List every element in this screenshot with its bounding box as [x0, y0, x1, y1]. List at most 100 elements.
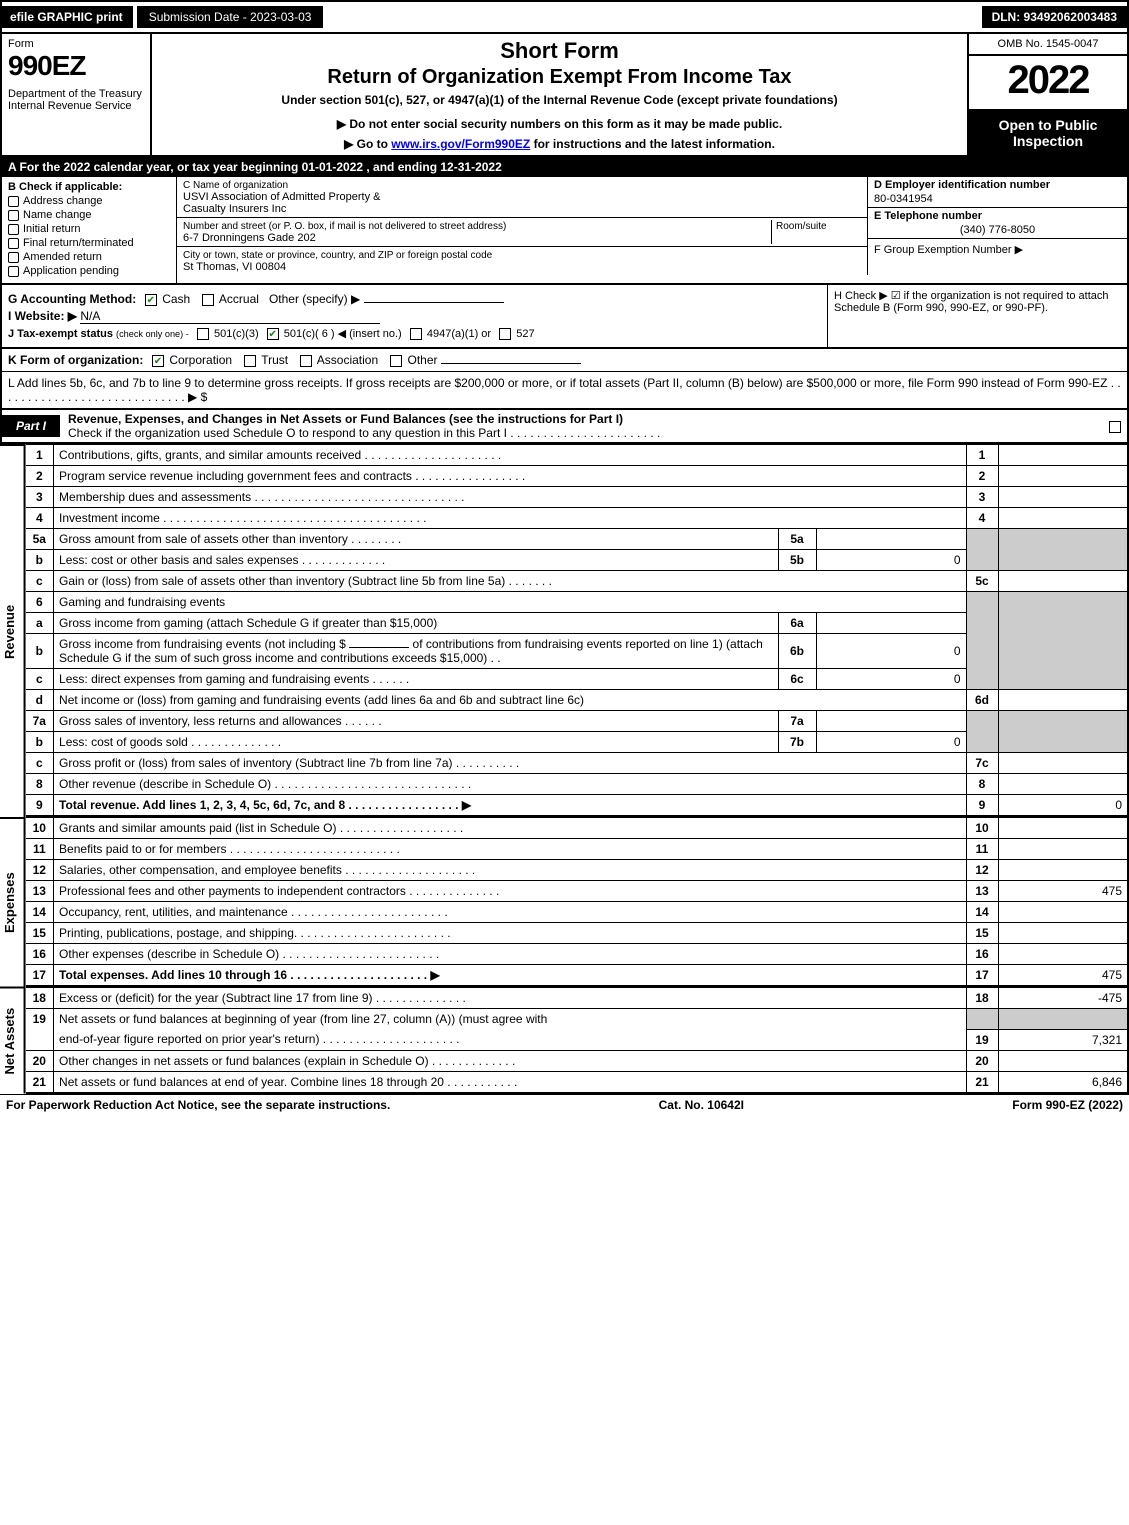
checkbox-address-change[interactable] [8, 196, 19, 207]
form-header: Form 990EZ Department of the Treasury In… [0, 34, 1129, 157]
c-name-label: C Name of organization [183, 180, 288, 191]
line-k: K Form of organization: Corporation Trus… [0, 349, 1129, 372]
cb-label: Initial return [23, 223, 80, 235]
line-15-desc: Printing, publications, postage, and shi… [54, 923, 966, 944]
checkbox-501c[interactable] [267, 328, 279, 340]
line-20-val [998, 1050, 1128, 1071]
g-cash: Cash [162, 292, 190, 306]
website-value: N/A [80, 309, 100, 323]
line-6c-val: 0 [816, 669, 966, 690]
box-b-checkboxes: B Check if applicable: Address change Na… [2, 177, 177, 283]
line-7b-desc: Less: cost of goods sold . . . . . . . .… [54, 732, 778, 753]
dln-badge: DLN: 93492062003483 [982, 6, 1127, 28]
line-13-val: 475 [998, 881, 1128, 902]
checkbox-501c3[interactable] [197, 328, 209, 340]
line-14-val [998, 902, 1128, 923]
line-11-desc: Benefits paid to or for members . . . . … [54, 839, 966, 860]
checkbox-application-pending[interactable] [8, 266, 19, 277]
checkbox-trust[interactable] [244, 355, 256, 367]
j-o1: 501(c)(3) [214, 328, 259, 340]
line-6c-desc: Less: direct expenses from gaming and fu… [54, 669, 778, 690]
form-number: 990EZ [8, 50, 144, 82]
l-text: L Add lines 5b, 6c, and 7b to line 9 to … [8, 376, 1121, 404]
line-6a-desc: Gross income from gaming (attach Schedul… [54, 613, 778, 634]
cb-label: Application pending [23, 265, 119, 277]
checkbox-accrual[interactable] [202, 294, 214, 306]
checkbox-corporation[interactable] [152, 355, 164, 367]
part1-tag: Part I [2, 415, 60, 437]
efile-print-button[interactable]: efile GRAPHIC print [2, 6, 133, 28]
checkbox-amended-return[interactable] [8, 252, 19, 263]
line-i: I Website: ▶ N/A [8, 309, 821, 324]
checkbox-final-return[interactable] [8, 238, 19, 249]
line-16-val [998, 944, 1128, 965]
k-label: K Form of organization: [8, 353, 143, 367]
part1-checkbox[interactable] [1103, 419, 1127, 433]
j-o2: 501(c)( 6 ) ◀ (insert no.) [284, 328, 402, 340]
g-label: G Accounting Method: [8, 292, 136, 306]
checkbox-association[interactable] [300, 355, 312, 367]
line-5a-val [816, 529, 966, 550]
net-assets-side-label: Net Assets [0, 987, 26, 1094]
part1-title-box: Revenue, Expenses, and Changes in Net As… [60, 410, 1103, 442]
line-15-val [998, 923, 1128, 944]
line-20-desc: Other changes in net assets or fund bala… [54, 1050, 966, 1071]
org-city: St Thomas, VI 00804 [183, 261, 286, 273]
form-meta-box: OMB No. 1545-0047 2022 Open to Public In… [967, 34, 1127, 155]
line-19-val: 7,321 [998, 1029, 1128, 1050]
box-c-and-de: C Name of organization USVI Association … [177, 177, 1127, 283]
cb-label: Name change [23, 209, 92, 221]
k-o1: Corporation [169, 353, 232, 367]
line-14-desc: Occupancy, rent, utilities, and maintena… [54, 902, 966, 923]
g-accrual: Accrual [219, 292, 259, 306]
expenses-table: 10Grants and similar amounts paid (list … [26, 817, 1129, 987]
checkbox-527[interactable] [499, 328, 511, 340]
checkbox-4947a1[interactable] [410, 328, 422, 340]
line-9-desc: Total revenue. Add lines 1, 2, 3, 4, 5c,… [54, 795, 966, 817]
title-main: Return of Organization Exempt From Incom… [162, 66, 957, 89]
line-2-val [998, 466, 1128, 487]
checkbox-name-change[interactable] [8, 210, 19, 221]
checkbox-cash[interactable] [145, 294, 157, 306]
part1-header: Part I Revenue, Expenses, and Changes in… [0, 410, 1129, 444]
g-other-blank[interactable] [364, 302, 504, 303]
instructions-line: ▶ Go to www.irs.gov/Form990EZ for instru… [162, 137, 957, 151]
omb-number: OMB No. 1545-0047 [969, 34, 1127, 56]
form-title-box: Short Form Return of Organization Exempt… [152, 34, 967, 155]
h-text: H Check ▶ ☑ if the organization is not r… [834, 290, 1109, 314]
line-21-desc: Net assets or fund balances at end of ye… [54, 1071, 966, 1093]
line-11-val [998, 839, 1128, 860]
org-info-block: B Check if applicable: Address change Na… [0, 177, 1129, 285]
checkbox-initial-return[interactable] [8, 224, 19, 235]
net-assets-table: 18Excess or (deficit) for the year (Subt… [26, 987, 1129, 1094]
revenue-side-label: Revenue [0, 444, 26, 817]
line-6d-desc: Net income or (loss) from gaming and fun… [54, 690, 966, 711]
g-other: Other (specify) ▶ [269, 292, 360, 306]
line-19a-desc: Net assets or fund balances at beginning… [54, 1009, 966, 1030]
irs-link[interactable]: www.irs.gov/Form990EZ [391, 137, 530, 151]
org-name-2: Casualty Insurers Inc [183, 203, 286, 215]
form-id-box: Form 990EZ Department of the Treasury In… [2, 34, 152, 155]
net-assets-section: Net Assets 18Excess or (deficit) for the… [0, 987, 1129, 1094]
revenue-table: 1Contributions, gifts, grants, and simil… [26, 444, 1129, 817]
city-label: City or town, state or province, country… [183, 250, 492, 261]
cb-label: Final return/terminated [23, 237, 134, 249]
top-bar: efile GRAPHIC print Submission Date - 20… [0, 0, 1129, 34]
line-9-val: 0 [998, 795, 1128, 817]
line-l: L Add lines 5b, 6c, and 7b to line 9 to … [0, 372, 1129, 410]
line-j: J Tax-exempt status (check only one) - 5… [8, 327, 821, 340]
k-other-blank[interactable] [441, 363, 581, 364]
checkbox-other-org[interactable] [390, 355, 402, 367]
e-phone-value: (340) 776-8050 [868, 224, 1127, 238]
part1-check-line: Check if the organization used Schedule … [68, 426, 660, 440]
d-ein-value: 80-0341954 [868, 193, 1127, 207]
line-17-val: 475 [998, 965, 1128, 987]
k-o2: Trust [261, 353, 288, 367]
form-label: Form [8, 38, 144, 50]
line-6-desc: Gaming and fundraising events [54, 592, 966, 613]
line-17-desc: Total expenses. Add lines 10 through 16 … [54, 965, 966, 987]
title-subtitle: Under section 501(c), 527, or 4947(a)(1)… [162, 93, 957, 107]
j-sub: (check only one) - [116, 329, 189, 339]
line-6b-desc: Gross income from fundraising events (no… [54, 634, 778, 669]
box-h: H Check ▶ ☑ if the organization is not r… [827, 285, 1127, 347]
